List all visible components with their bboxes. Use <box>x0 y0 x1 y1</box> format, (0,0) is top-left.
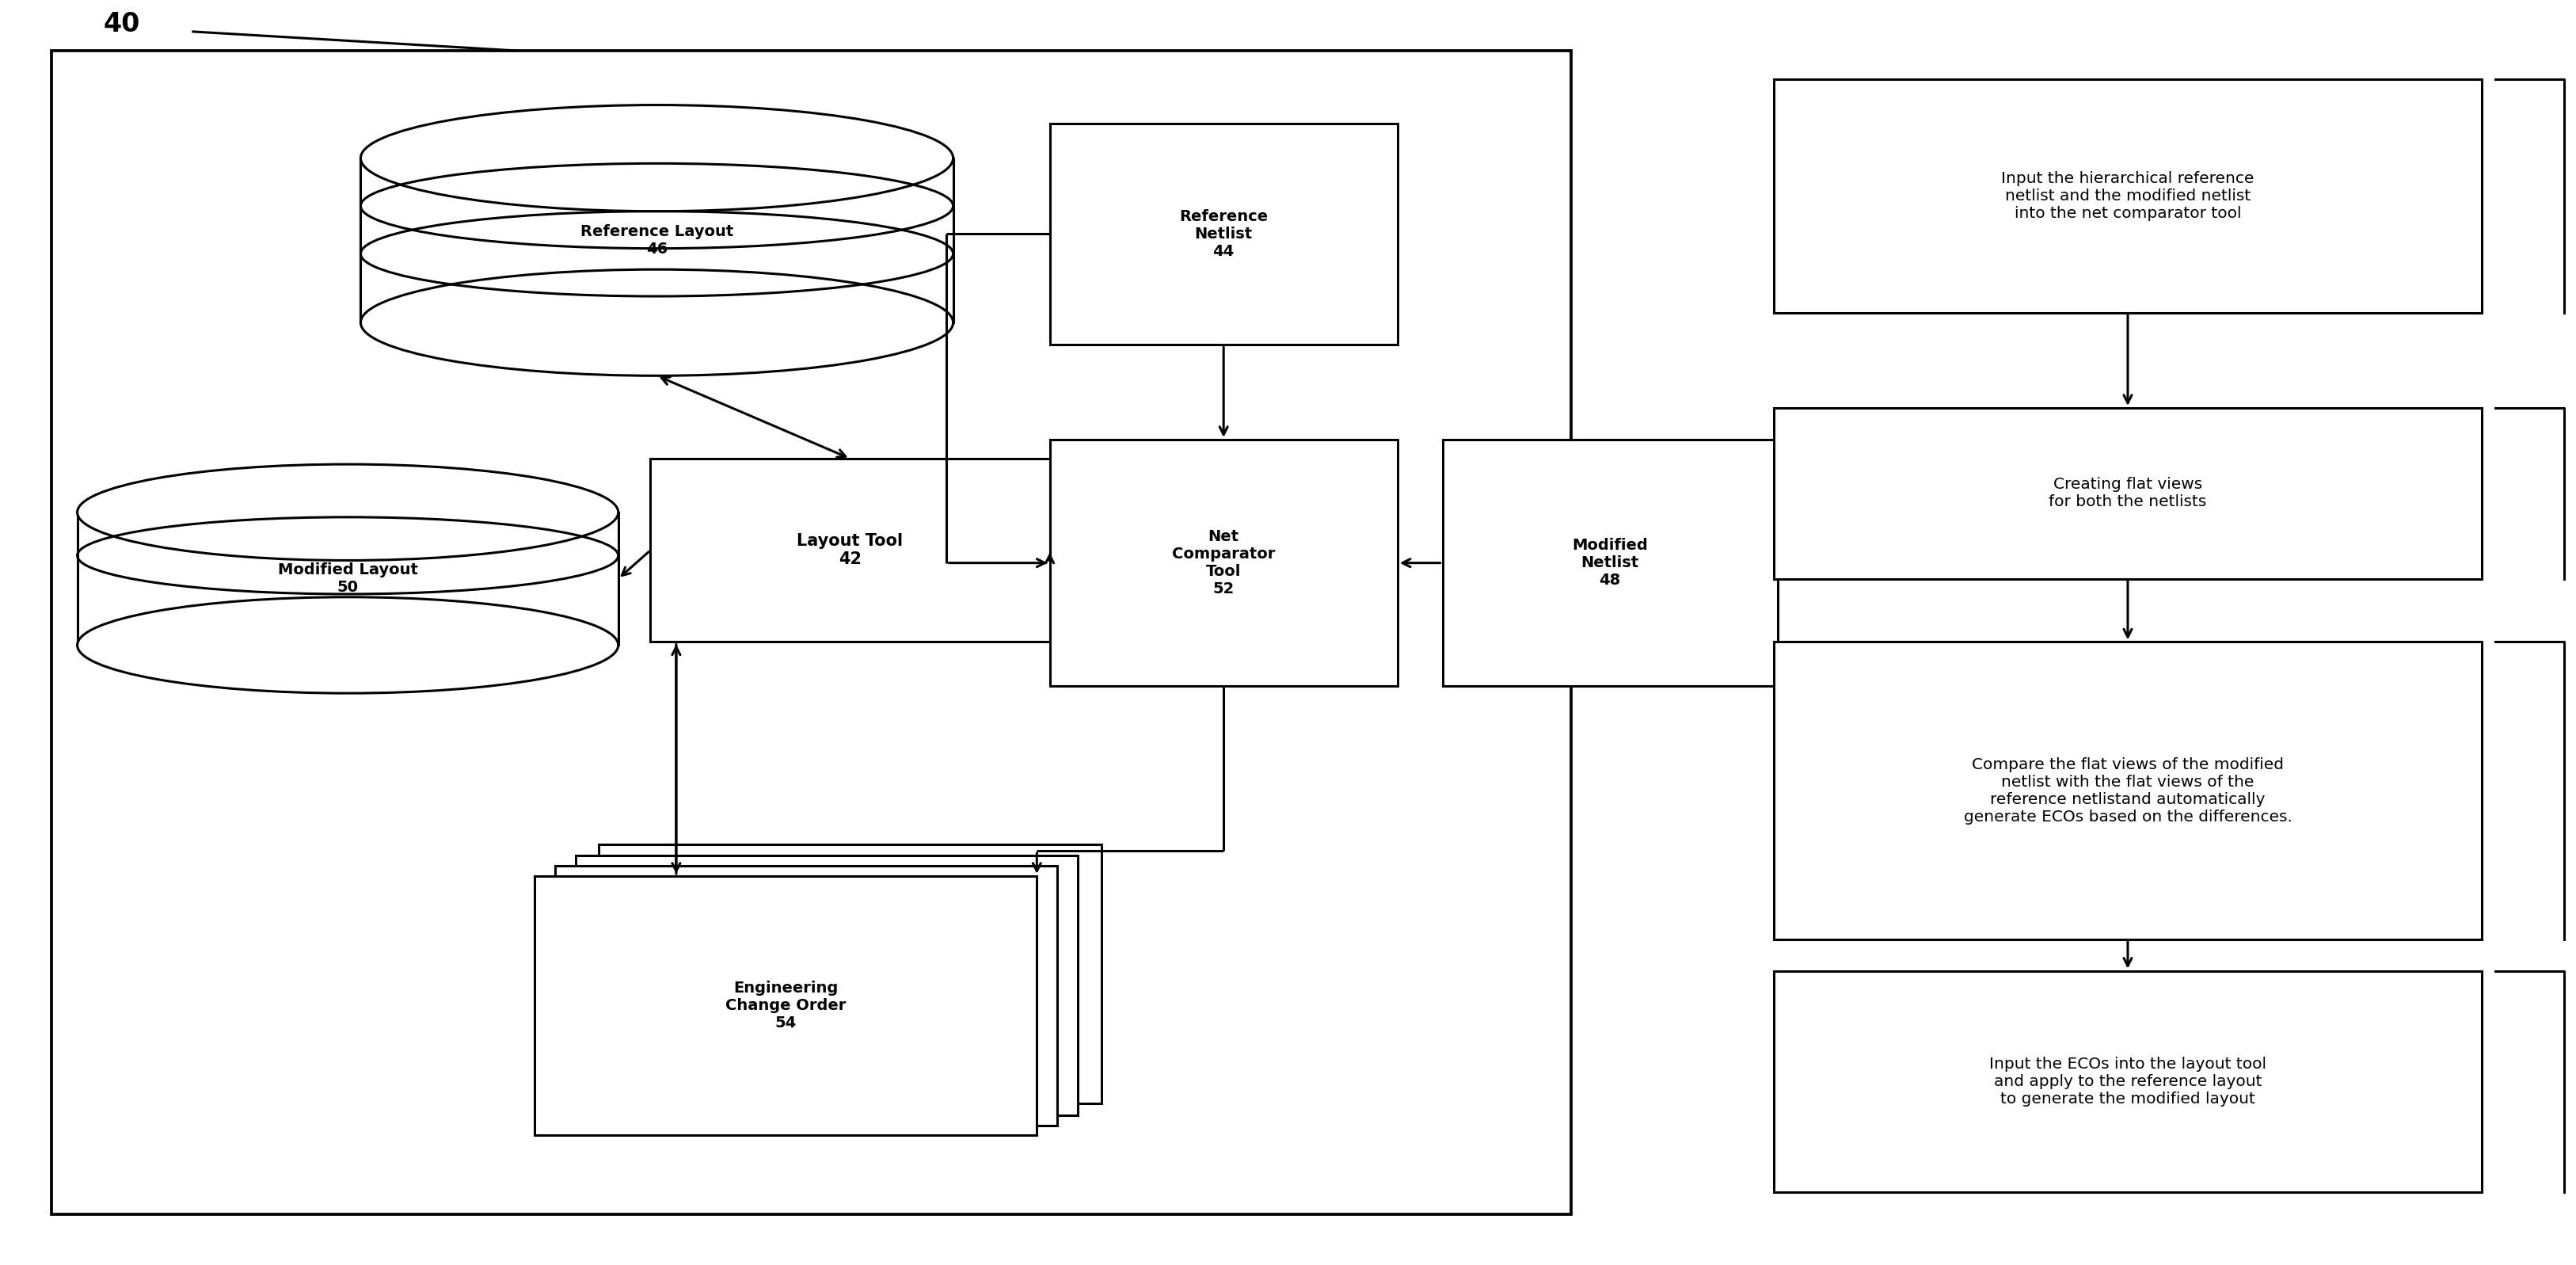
Text: Layout Tool
42: Layout Tool 42 <box>796 533 904 568</box>
Text: Creating flat views
for both the netlists: Creating flat views for both the netlist… <box>2048 477 2208 510</box>
Text: Input the ECOs into the layout tool
and apply to the reference layout
to generat: Input the ECOs into the layout tool and … <box>1989 1056 2267 1107</box>
Text: Net
Comparator
Tool
52: Net Comparator Tool 52 <box>1172 529 1275 597</box>
Text: Compare the flat views of the modified
netlist with the flat views of the
refere: Compare the flat views of the modified n… <box>1963 756 2293 825</box>
Bar <box>1443 440 1777 686</box>
Bar <box>1772 643 2481 939</box>
Bar <box>77 512 618 645</box>
Bar <box>574 855 1077 1116</box>
Bar <box>1772 78 2481 314</box>
Text: Modified
Netlist
48: Modified Netlist 48 <box>1571 538 1649 588</box>
Text: Input the hierarchical reference
netlist and the modified netlist
into the net c: Input the hierarchical reference netlist… <box>2002 171 2254 221</box>
Bar <box>533 875 1036 1136</box>
Ellipse shape <box>77 464 618 560</box>
Ellipse shape <box>361 105 953 211</box>
Text: Reference Layout
46: Reference Layout 46 <box>580 224 734 257</box>
Bar <box>361 158 953 323</box>
Text: Modified Layout
50: Modified Layout 50 <box>278 563 417 595</box>
Bar <box>52 51 1571 1214</box>
Bar <box>1048 124 1396 345</box>
Text: Engineering
Change Order
54: Engineering Change Order 54 <box>726 980 845 1031</box>
Text: Reference
Netlist
44: Reference Netlist 44 <box>1180 209 1267 259</box>
Bar <box>1772 407 2481 579</box>
Bar <box>1772 972 2481 1192</box>
Bar <box>598 845 1103 1103</box>
Bar <box>649 459 1048 643</box>
Bar <box>1048 440 1396 686</box>
Bar <box>554 865 1056 1126</box>
Text: 40: 40 <box>103 11 139 37</box>
Ellipse shape <box>77 597 618 693</box>
Ellipse shape <box>361 269 953 376</box>
